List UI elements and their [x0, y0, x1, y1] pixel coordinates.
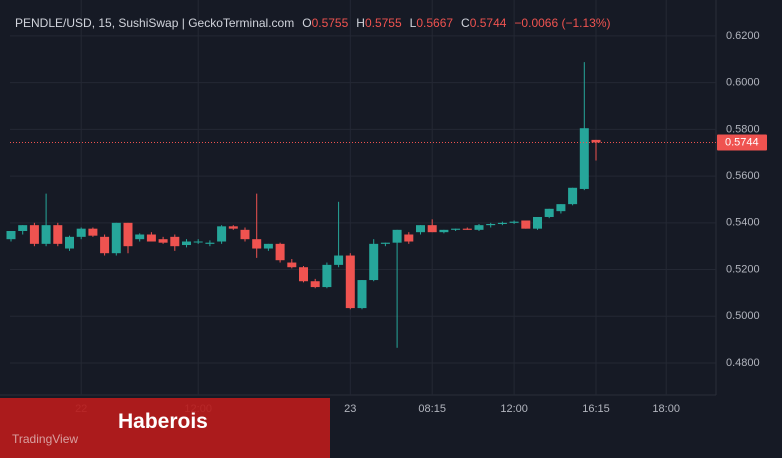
candle-body	[252, 239, 262, 249]
ohlc-item: O 0.5755	[302, 16, 348, 30]
candle-body	[240, 229, 250, 240]
y-tick-label: 0.5000	[726, 310, 760, 322]
ohlc-item: L 0.5667	[410, 16, 453, 30]
ohlc-key: H	[356, 16, 365, 30]
candle-body	[392, 229, 402, 243]
x-tick-label: 18:00	[652, 403, 680, 415]
candle-body	[427, 225, 437, 233]
candle-body	[287, 262, 297, 268]
ohlc-key: L	[409, 16, 417, 30]
candle-body	[404, 234, 414, 242]
y-tick-label: 0.5800	[726, 123, 760, 135]
candle-body	[6, 231, 16, 240]
x-tick-label: 16:15	[582, 403, 610, 415]
candle-body	[486, 223, 496, 226]
ohlc-key: O	[302, 16, 312, 30]
candle-body	[88, 228, 98, 236]
change: −0.0066 (−1.13%)	[514, 16, 611, 30]
ohlc-key: C	[461, 16, 470, 30]
candle-body	[182, 241, 191, 246]
y-tick-label: 0.5400	[726, 217, 760, 229]
candle-body	[544, 208, 554, 217]
candle-body	[158, 239, 168, 243]
candle-body	[18, 225, 28, 232]
last-price-box	[717, 134, 767, 151]
candle-body	[579, 128, 589, 189]
candle-body	[474, 225, 484, 230]
y-tick-label: 0.6200	[726, 30, 760, 42]
candle-body	[439, 229, 449, 233]
ohlc-item: H 0.5755	[356, 16, 401, 30]
watermark-box	[0, 398, 330, 458]
y-tick-label: 0.4800	[726, 357, 760, 369]
candle-body	[462, 228, 472, 230]
symbol: PENDLE/USD, 15, SushiSwap | GeckoTermina…	[15, 16, 295, 30]
candle-body	[533, 216, 542, 229]
y-tick-label: 0.6000	[726, 77, 760, 89]
candle-body	[357, 280, 367, 309]
candle-body	[369, 243, 379, 281]
candle-body	[65, 236, 74, 249]
y-tick-label: 0.5600	[726, 170, 760, 182]
candle-body	[416, 225, 425, 233]
ohlc-value: 0.5755	[364, 16, 402, 30]
candle-body	[275, 243, 285, 261]
candle-body	[568, 187, 578, 205]
candle-body	[111, 222, 121, 254]
candle-body	[146, 234, 156, 242]
candle-body	[193, 241, 203, 243]
x-tick-label: 08:15	[418, 403, 446, 415]
logo: TradingView	[12, 432, 79, 446]
candle-body	[310, 281, 320, 288]
candle-body	[345, 255, 355, 309]
candle-body	[123, 222, 133, 247]
x-tick-label: 12:00	[500, 403, 528, 415]
candle-body	[76, 228, 86, 237]
candle-body	[380, 242, 390, 244]
candle-body	[170, 236, 180, 247]
legend-header: PENDLE/USD, 15, SushiSwap | GeckoTermina…	[15, 16, 611, 30]
candle-body	[217, 226, 227, 242]
candle-body	[556, 204, 566, 212]
ohlc-value: 0.5667	[416, 16, 454, 30]
candle-body	[451, 228, 461, 230]
candle-body	[322, 264, 332, 288]
candle-body	[334, 255, 344, 265]
candle-body	[263, 243, 273, 249]
x-tick-label: 23	[344, 403, 356, 415]
ohlc-value: 0.5744	[469, 16, 507, 30]
candle-body	[521, 220, 531, 229]
candle-body	[509, 221, 519, 223]
candle-body	[100, 236, 110, 254]
candle-body	[41, 225, 51, 244]
candle-body	[497, 222, 507, 224]
candle-body	[205, 242, 215, 244]
candle-body	[591, 139, 601, 143]
candle-body	[228, 226, 238, 229]
candle-body	[53, 225, 63, 244]
ohlc-item: C 0.5744	[461, 16, 506, 30]
ohlc-value: 0.5755	[311, 16, 349, 30]
candle-body	[29, 225, 39, 244]
candle-body	[135, 234, 145, 240]
watermark: Haberois	[118, 410, 208, 433]
y-tick-label: 0.5200	[726, 263, 760, 275]
candle-body	[299, 267, 308, 282]
last-price-label: 0.5744	[725, 136, 759, 148]
